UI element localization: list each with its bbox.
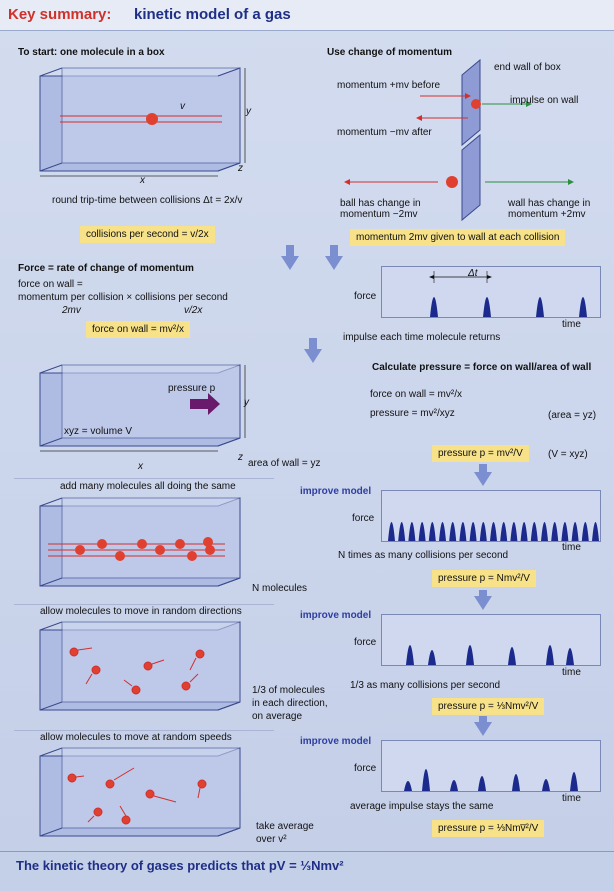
s4-area: area of wall = yz (248, 458, 321, 469)
s3-l1: force on wall = (18, 279, 83, 290)
s6-heading: allow molecules to move in random direct… (40, 606, 242, 617)
momentum-diagram (344, 58, 574, 222)
s6-force-label: force (354, 637, 377, 648)
s3-impulse: impulse each time molecule returns (343, 332, 501, 343)
s3-force-label: force (354, 291, 377, 302)
box-many-molecules (39, 497, 241, 587)
s7-pressure-box: pressure p = ⅓Nmv̅²/V (432, 820, 545, 837)
s2-impulse: impulse on wall (510, 95, 579, 106)
s3-l2: momentum per collision × collisions per … (18, 292, 228, 303)
s3-2mv: 2mv (62, 305, 81, 316)
s2-heading: Use change of momentum (327, 47, 453, 58)
pulse-train (388, 522, 599, 541)
title-text: kinetic model of a gas (134, 6, 291, 23)
divider (14, 604, 274, 605)
s7-same: average impulse stays the same (350, 801, 494, 812)
s2-after: momentum −mv after (337, 127, 432, 138)
s3-v2x: v/2x (184, 305, 203, 316)
s2-wallchange: wall has change in momentum +2mv (508, 198, 591, 220)
s1-y: y (246, 106, 251, 117)
box-one-molecule (39, 67, 246, 177)
graph-pulses (406, 645, 574, 665)
s7-improve: improve model (300, 736, 372, 747)
box-random-directions (39, 621, 241, 711)
flow-arrow-down-icon (325, 256, 343, 270)
s1-collisions-box: collisions per second = v/2x (80, 226, 215, 243)
flow-stem (309, 338, 317, 350)
flow-stem (479, 716, 487, 724)
s6-third: 1/3 of molecules in each direction, on a… (252, 685, 328, 722)
s2-ballchange: ball has change in momentum −2mv (340, 198, 421, 220)
graph-pulses (429, 271, 587, 317)
flow-arrow-down-icon (474, 722, 492, 736)
divider (14, 730, 274, 731)
s7-avg: take average over v² (256, 821, 314, 845)
s1-roundtrip: round trip-time between collisions Δt = … (52, 195, 243, 206)
s7-force-label: force (354, 763, 377, 774)
title-key: Key summary: (8, 6, 112, 23)
s4-xyz: xyz = volume V (64, 426, 133, 437)
s4-y: y (244, 397, 249, 408)
s2-given-box: momentum 2mv given to wall at each colli… (350, 229, 566, 246)
footer-divider (0, 851, 614, 852)
s3-force-box: force on wall = mv²/x (86, 321, 190, 338)
divider (14, 478, 274, 479)
s4-calc: Calculate pressure = force on wall/area … (372, 362, 592, 373)
s6-improve: improve model (300, 610, 372, 621)
s7-time-label: time (562, 793, 581, 804)
graph-random-speeds (381, 740, 601, 792)
s4-pressure-p: pressure p (168, 383, 216, 394)
flow-arrow-down-icon (474, 472, 492, 486)
s1-v: v (180, 101, 185, 112)
graph-pulses (404, 769, 578, 791)
s6-fewer: 1/3 as many collisions per second (350, 680, 501, 691)
box-random-speeds (39, 747, 241, 837)
s5-nmol: N molecules (252, 583, 308, 594)
s1-heading: To start: one molecule in a box (18, 47, 165, 58)
flow-arrow-down-icon (474, 596, 492, 610)
s6-pressure-box: pressure p = ⅓Nmv²/V (432, 698, 545, 715)
s5-ntimes: N times as many collisions per second (338, 550, 509, 561)
s4-pressure-box: pressure p = mv²/V (432, 445, 529, 462)
s2-endwall: end wall of box (494, 62, 561, 73)
flow-stem (330, 245, 338, 257)
s1-z: z (238, 163, 243, 174)
s3-dt: Δt (468, 268, 478, 279)
s4-areayz: (area = yz) (548, 410, 597, 421)
footer-conclusion: The kinetic theory of gases predicts tha… (16, 858, 344, 873)
s4-p: pressure = mv²/xyz (370, 408, 455, 419)
s5-force-label: force (352, 513, 375, 524)
flow-arrow-down-icon (304, 349, 322, 363)
flow-stem (479, 590, 487, 598)
s5-heading: add many molecules all doing the same (60, 481, 236, 492)
graph-single-molecule (381, 266, 601, 318)
flow-arrow-down-icon (281, 256, 299, 270)
s3-time-label: time (562, 319, 581, 330)
graph-pulses (388, 522, 599, 541)
s1-x: x (140, 175, 145, 186)
flow-stem (286, 245, 294, 257)
s4-f: force on wall = mv²/x (370, 389, 462, 400)
s2-before: momentum +mv before (337, 80, 441, 91)
box-pressure (39, 364, 246, 452)
s5-pressure-box: pressure p = Nmv²/V (432, 570, 536, 587)
flow-stem (479, 464, 487, 474)
s6-time-label: time (562, 667, 581, 678)
title-bar: Key summary: kinetic model of a gas (0, 0, 614, 31)
s3-heading: Force = rate of change of momentum (18, 263, 194, 274)
graph-many-molecules (381, 490, 601, 542)
s7-heading: allow molecules to move at random speeds (40, 732, 232, 743)
graph-random-directions (381, 614, 601, 666)
s5-time-label: time (562, 542, 581, 553)
s4-x: x (138, 461, 143, 472)
s5-improve: improve model (300, 486, 372, 497)
s4-vxyz: (V = xyz) (548, 449, 588, 460)
s4-z: z (238, 452, 243, 463)
